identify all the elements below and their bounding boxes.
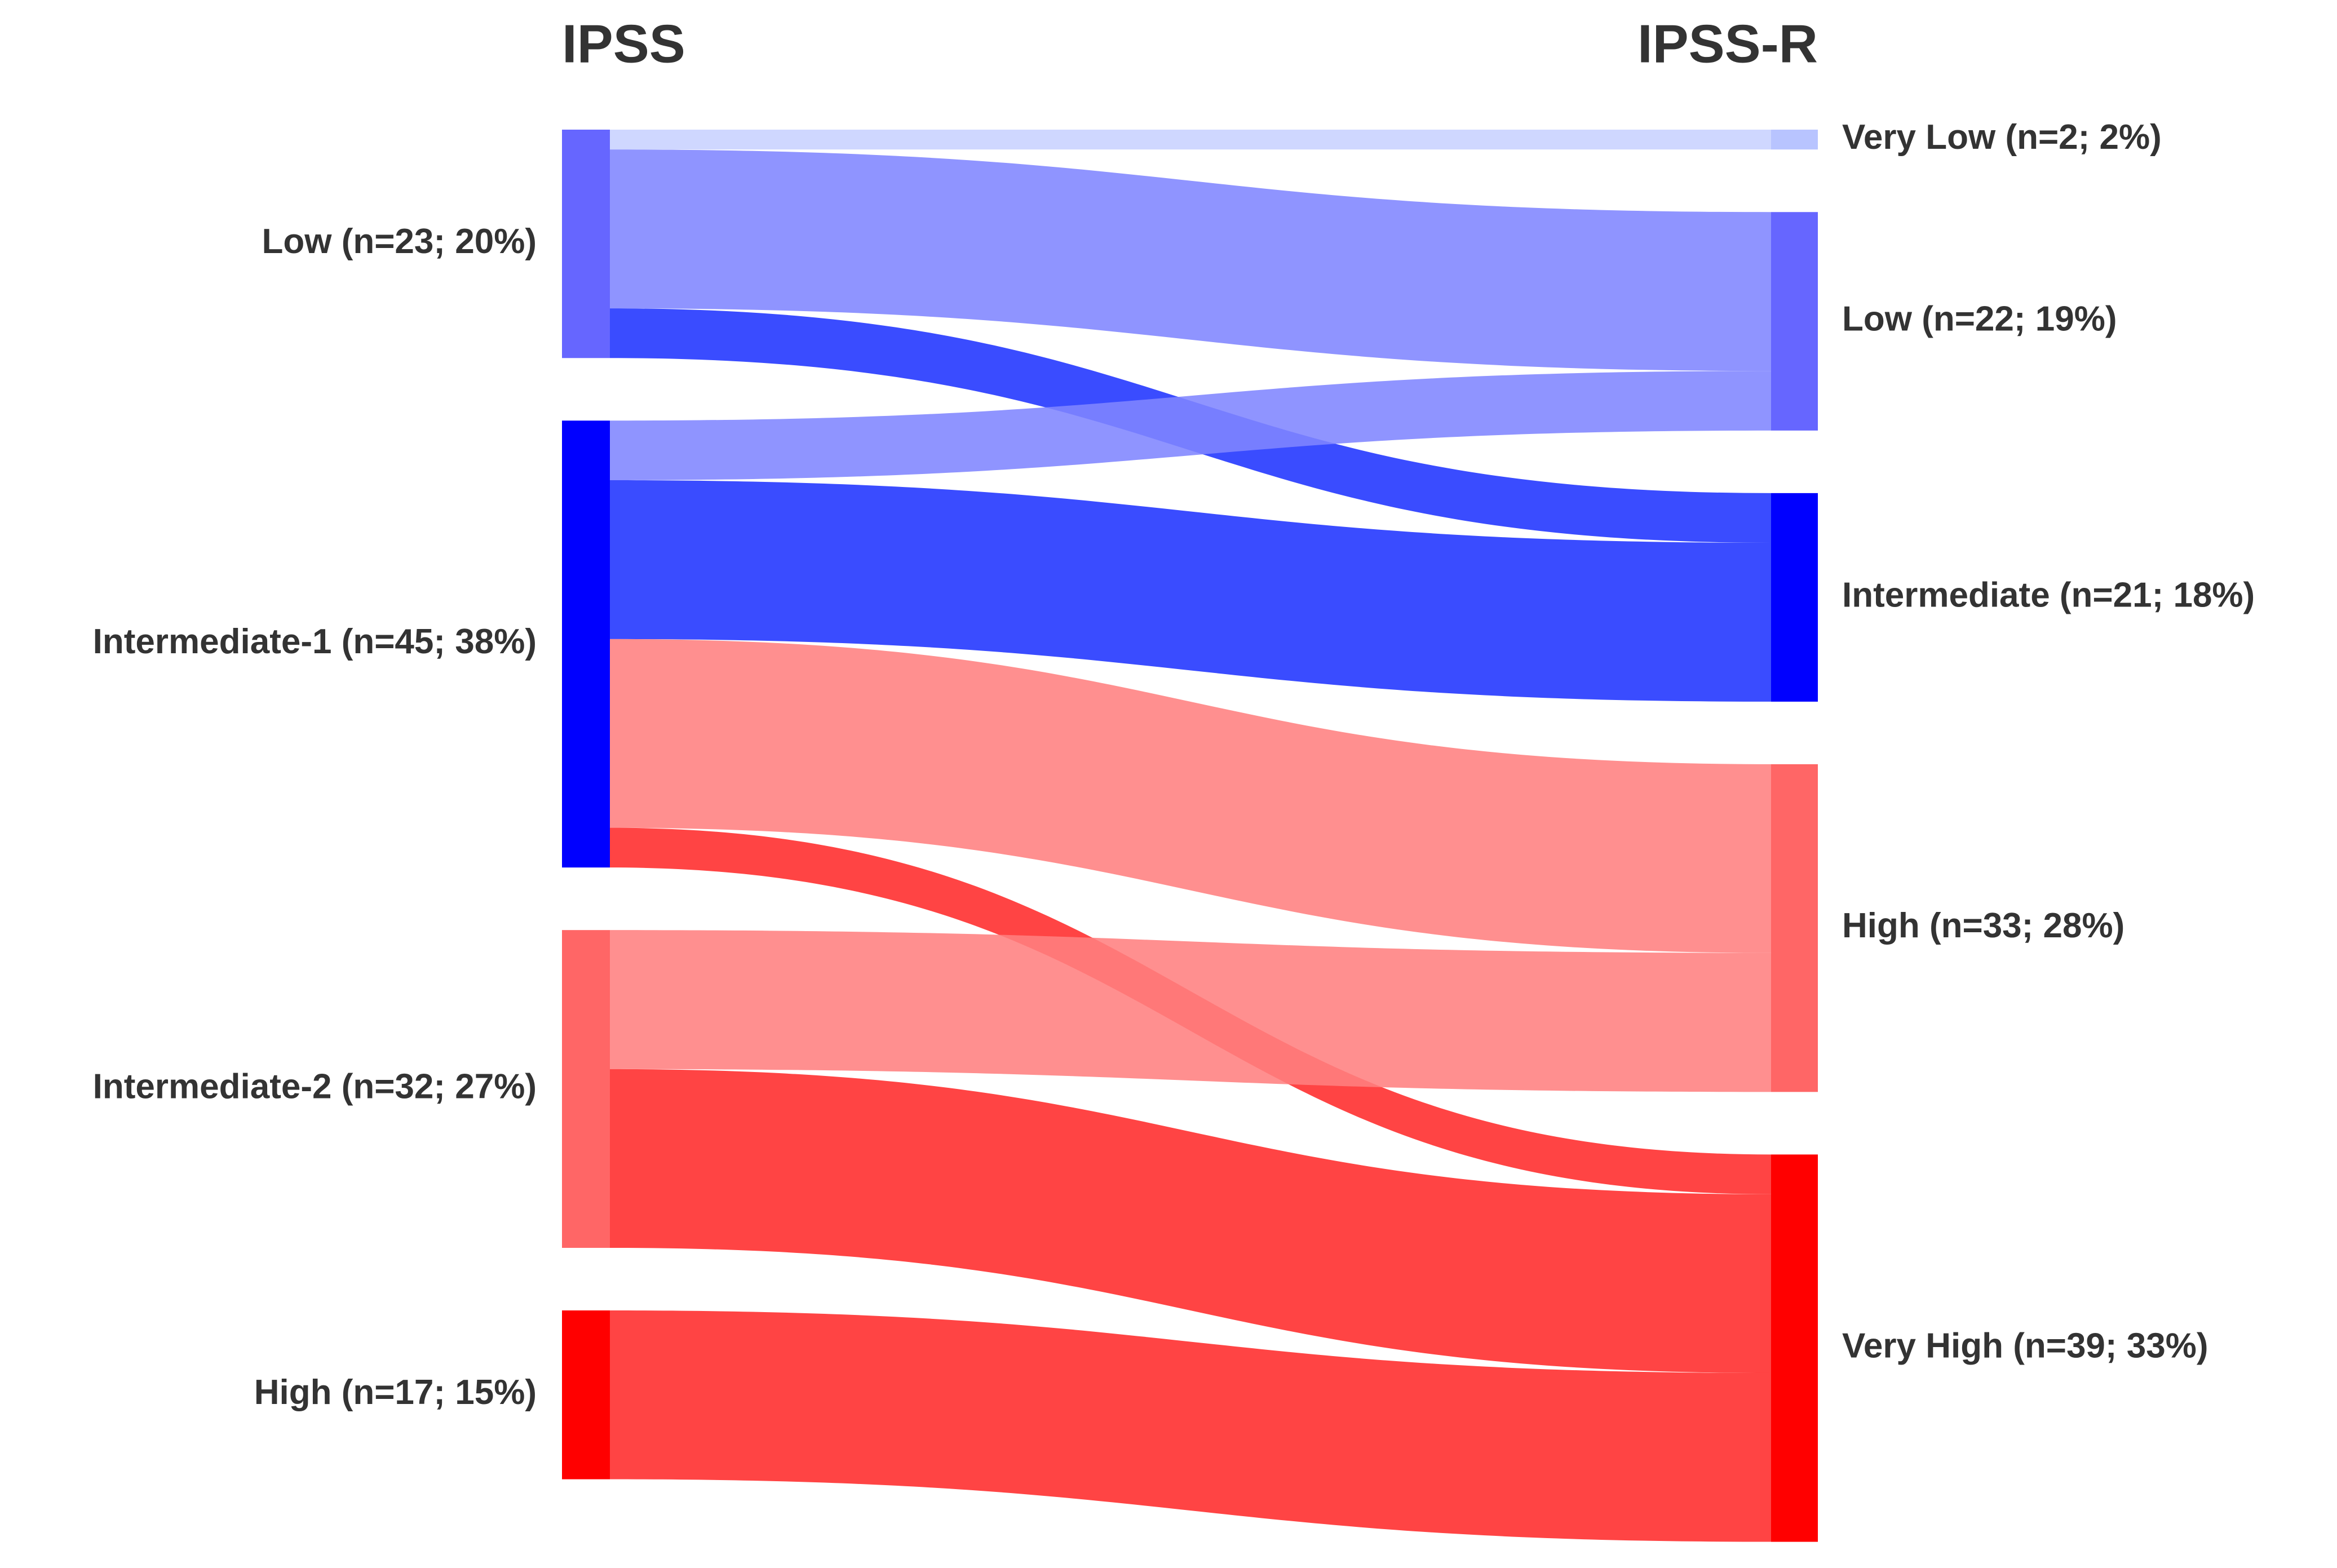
node [1771,764,1818,1092]
node-label: Very High (n=39; 33%) [1842,1326,2208,1365]
node-label: Low (n=22; 19%) [1842,299,2117,338]
flow [610,149,1771,371]
node [562,130,610,358]
flow [610,930,1771,1092]
node [1771,1154,1818,1542]
node-label: High (n=33; 28%) [1842,906,2124,945]
node [562,930,610,1248]
node-label: Very Low (n=2; 2%) [1842,118,2162,157]
node [1771,130,1818,150]
right-title: IPSS-R [1637,14,1818,74]
left-title: IPSS [562,14,685,74]
node [1771,212,1818,431]
node-label: High (n=17; 15%) [254,1373,537,1412]
node-label: Intermediate-1 (n=45; 38%) [93,622,537,661]
node [562,420,610,868]
node-label: Intermediate (n=21; 18%) [1842,575,2255,614]
flow [610,371,1771,480]
flow [610,1310,1771,1542]
node [1771,493,1818,702]
flow [610,480,1771,702]
flow [610,639,1771,953]
flow [610,1069,1771,1373]
flow [610,130,1771,150]
node-label: Intermediate-2 (n=32; 27%) [93,1067,537,1106]
node-label: Low (n=23; 20%) [262,222,537,261]
node [562,1310,610,1480]
